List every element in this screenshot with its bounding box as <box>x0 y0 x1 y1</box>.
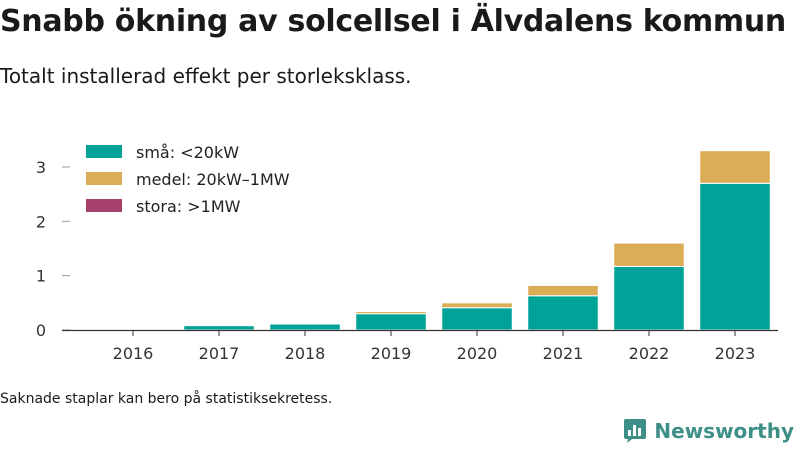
bar-segment-0 <box>527 295 599 331</box>
bar-segment-0 <box>699 182 771 331</box>
stacked-bar-chart: 0 1 2 3 2016 2017 2018 2019 2020 2021 2022 2023 små:… <box>35 143 778 363</box>
legend-swatch <box>86 172 122 185</box>
chart-title: Snabb ökning av solcellsel i Älvdalens k… <box>0 4 786 39</box>
legend-label: stora: >1MW <box>136 197 241 216</box>
bar-segment-1 <box>527 284 599 297</box>
y-tick-label: 2 <box>36 212 46 231</box>
x-tick-label: 2019 <box>371 344 412 363</box>
bar-segment-1 <box>699 150 771 184</box>
legend-label: medel: 20kW–1MW <box>136 170 290 189</box>
y-tick-label: 3 <box>36 158 46 177</box>
x-tick-label: 2018 <box>285 344 326 363</box>
brand-logo: Newsworthy <box>622 418 794 444</box>
x-tick-label: 2020 <box>457 344 498 363</box>
legend-swatch <box>86 145 122 158</box>
legend-swatch <box>86 199 122 212</box>
y-tick-label: 0 <box>36 321 46 340</box>
x-tick-label: 2022 <box>629 344 670 363</box>
x-tick-label: 2023 <box>715 344 756 363</box>
legend-label: små: <20kW <box>136 143 239 162</box>
bar-segment-0 <box>441 307 513 331</box>
brand-name: Newsworthy <box>654 419 794 443</box>
x-tick-label: 2017 <box>199 344 240 363</box>
bar-chart-logo-icon <box>624 419 647 443</box>
bar-segment-1 <box>441 302 513 309</box>
footnote: Saknade staplar kan bero på statistiksek… <box>0 391 333 407</box>
x-tick-label: 2016 <box>113 344 154 363</box>
x-tick-label: 2021 <box>543 344 584 363</box>
chart-subtitle: Totalt installerad effekt per storlekskl… <box>0 64 412 88</box>
bar-segment-1 <box>613 242 685 267</box>
bar-segment-0 <box>355 313 427 331</box>
bar-segment-0 <box>613 265 685 331</box>
y-tick-label: 1 <box>36 267 46 286</box>
bar-segment-0 <box>269 323 341 331</box>
bar-segment-1 <box>355 311 427 315</box>
bar-segment-0 <box>183 325 255 331</box>
